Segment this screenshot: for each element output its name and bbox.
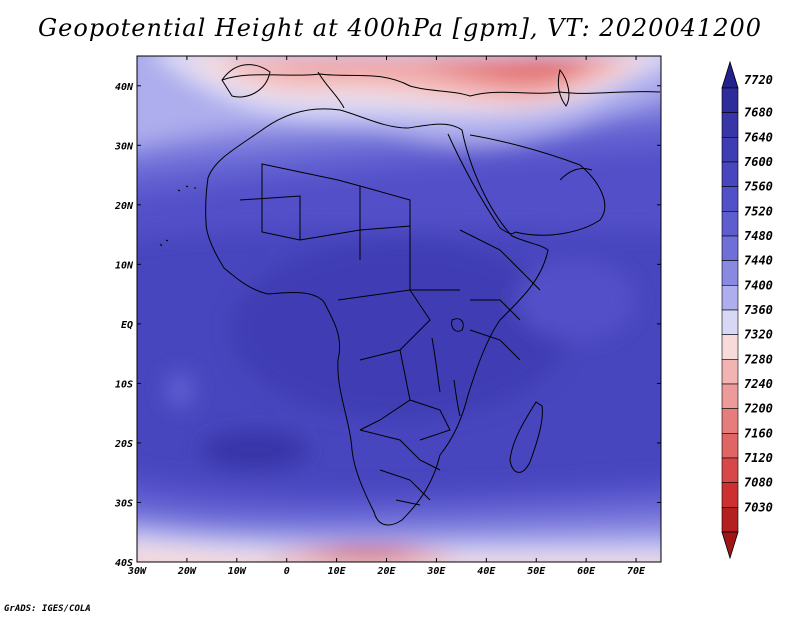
colorbar-label: 7600	[744, 155, 773, 169]
iberia	[221, 64, 271, 98]
borders-south	[359, 429, 441, 506]
colorbar-swatch	[721, 433, 739, 459]
colorbar-label: 7520	[744, 204, 773, 218]
lake-tanganyika	[431, 337, 441, 393]
cape-verde	[159, 239, 169, 247]
lon-tick-label: 10E	[328, 566, 347, 577]
colorbar-label: 7720	[744, 73, 773, 87]
borders-central	[337, 289, 451, 441]
colorbar-swatch	[721, 383, 739, 409]
lake-victoria	[451, 318, 464, 332]
italy	[317, 71, 345, 109]
lat-tick-label: 30N	[114, 141, 134, 152]
africa-coastline	[205, 108, 549, 526]
colorbar-min-triangle	[721, 531, 739, 560]
lat-tick-label: 30S	[114, 498, 133, 509]
colorbar-swatch	[721, 334, 739, 360]
caspian	[557, 68, 570, 107]
colorbar-swatch	[721, 408, 739, 434]
colorbar-label: 7400	[744, 278, 773, 292]
colorbar-label: 7680	[744, 106, 773, 120]
colorbar-swatch	[721, 457, 739, 483]
arabian-peninsula	[469, 134, 606, 236]
colorbar-label: 7440	[744, 254, 773, 268]
colorbar-max-triangle	[721, 60, 739, 89]
lon-tick-label: 60E	[577, 566, 596, 577]
lon-tick-label: 70E	[627, 566, 646, 577]
lat-tick-label: 20S	[114, 439, 133, 450]
colorbar-swatch	[721, 186, 739, 212]
lon-tick-label: 30E	[426, 566, 446, 577]
colorbar-swatch	[721, 309, 739, 335]
colorbar-label: 7560	[744, 180, 773, 194]
colorbar-swatch	[721, 482, 739, 508]
map-title: Geopotential Height at 400hPa [gpm], VT:…	[38, 14, 762, 42]
colorbar-label: 7320	[744, 328, 773, 342]
colorbar-swatch	[721, 87, 739, 113]
colorbar-swatch	[721, 211, 739, 237]
colorbar-swatch	[721, 507, 739, 533]
colorbar-swatch	[721, 260, 739, 286]
lat-tick-label: 20N	[114, 201, 134, 212]
colorbar-swatch	[721, 137, 739, 163]
map-frame	[136, 55, 662, 563]
borders-east	[459, 229, 541, 361]
lat-tick-label: 10N	[115, 260, 134, 271]
colorbar-label: 7480	[744, 229, 773, 243]
longitude-axis: 30W 20W 10W 0 10E 20E 30E 40E 50E 60E 70E	[127, 56, 646, 577]
persian-gulf	[559, 167, 593, 181]
colorbar: 7720 7680 7640 7600 7560 7520 7480 7440 7400 7360…	[721, 60, 773, 560]
lon-tick-label: 10W	[228, 566, 247, 577]
colorbar-label: 7240	[744, 377, 773, 391]
lon-tick-label: 20E	[376, 566, 396, 577]
colorbar-swatch	[721, 235, 739, 261]
lake-malawi	[453, 379, 461, 417]
colorbar-label: 7030	[744, 500, 773, 514]
colorbar-label: 7280	[744, 352, 773, 366]
colorbar-label: 7640	[744, 130, 773, 144]
lon-tick-label: 0	[284, 566, 290, 577]
colorbar-swatch	[721, 359, 739, 385]
lon-tick-label: 40E	[477, 566, 496, 577]
height-field	[137, 56, 661, 562]
lat-tick-label: 10S	[115, 379, 133, 390]
lat-tick-label: 40S	[115, 558, 133, 569]
red-sea	[447, 133, 516, 235]
madagascar	[509, 401, 543, 473]
latitude-axis: 40N 30N 20N 10N EQ 10S 20S 30S 40S	[114, 82, 661, 569]
colorbar-label: 7160	[744, 426, 773, 440]
grads-credit: GrADS: IGES/COLA	[4, 604, 91, 614]
colorbar-label: 7120	[744, 451, 773, 465]
lat-tick-label: EQ	[121, 320, 133, 331]
lat-tick-label: 40N	[115, 82, 134, 93]
lon-tick-label: 50E	[527, 566, 546, 577]
colorbar-label: 7360	[744, 303, 773, 317]
canary-islands	[177, 185, 196, 192]
colorbar-swatch	[721, 112, 739, 138]
mediterranean-north	[221, 73, 661, 97]
colorbar-label: 7080	[744, 476, 773, 490]
lon-tick-label: 20W	[177, 566, 197, 577]
colorbar-swatch	[721, 285, 739, 311]
colorbar-label: 7200	[744, 402, 773, 416]
coastlines	[159, 64, 661, 526]
lon-tick-label: 30W	[127, 566, 147, 577]
colorbar-swatch	[721, 161, 739, 187]
